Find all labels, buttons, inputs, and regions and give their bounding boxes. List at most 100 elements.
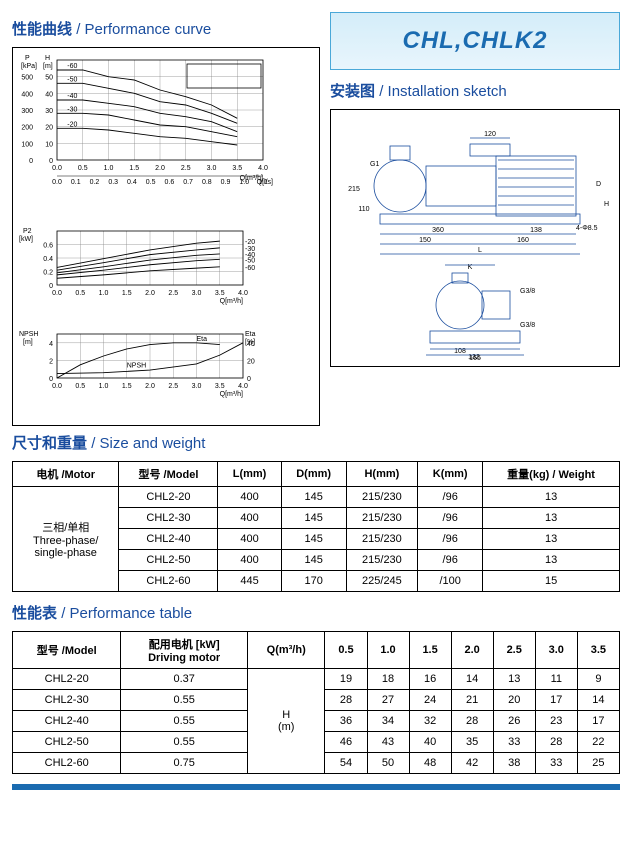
install-title-cn: 安装图 (330, 83, 375, 100)
svg-text:Eta: Eta (197, 336, 208, 343)
svg-text:0.7: 0.7 (183, 179, 193, 186)
svg-text:[kW]: [kW] (19, 236, 33, 243)
svg-text:-30: -30 (245, 246, 255, 253)
svg-text:Eta: Eta (245, 331, 256, 338)
svg-text:20: 20 (45, 125, 53, 132)
svg-text:3.0: 3.0 (207, 165, 217, 172)
svg-text:500: 500 (21, 75, 33, 82)
svg-text:50: 50 (45, 75, 53, 82)
svg-text:0.6: 0.6 (164, 179, 174, 186)
svg-text:0.1: 0.1 (71, 179, 81, 186)
size-weight-table: 电机 /Motor型号 /ModelL(mm)D(mm)H(mm)K(mm)重量… (12, 461, 620, 592)
svg-text:0.5: 0.5 (146, 179, 156, 186)
svg-text:3.0: 3.0 (192, 383, 202, 390)
table-row: CHL2-200.37H (m)1918161413119 (13, 669, 620, 690)
sketch-top-view: 120G1215110360138150160L4-Φ8.5DH (340, 116, 610, 255)
svg-text:100: 100 (21, 141, 33, 148)
svg-text:40: 40 (45, 91, 53, 98)
install-title: 安装图 / Installation sketch (330, 80, 620, 101)
svg-text:0.2: 0.2 (43, 270, 53, 277)
svg-text:4: 4 (49, 341, 53, 348)
svg-text:110: 110 (358, 206, 369, 213)
svg-text:0.4: 0.4 (127, 179, 137, 186)
svg-text:1.5: 1.5 (122, 383, 132, 390)
table-row: 三相/单相 Three-phase/ single-phaseCHL2-2040… (13, 487, 620, 508)
svg-text:NPSH: NPSH (127, 362, 146, 369)
power-chart: 00.20.40.60.00.51.01.52.02.53.03.54.0-60… (17, 225, 307, 325)
svg-text:0: 0 (49, 158, 53, 165)
svg-text:-60: -60 (67, 63, 77, 70)
size-th: D(mm) (281, 462, 346, 487)
svg-text:2.5: 2.5 (181, 165, 191, 172)
svg-text:0.6: 0.6 (43, 243, 53, 250)
svg-text:D: D (596, 181, 601, 188)
svg-text:3.5: 3.5 (215, 383, 225, 390)
svg-text:200: 200 (21, 125, 33, 132)
svg-text:120: 120 (484, 131, 496, 138)
svg-text:1.0: 1.0 (99, 383, 109, 390)
svg-text:2.0: 2.0 (145, 290, 155, 297)
svg-text:0: 0 (247, 376, 251, 383)
svg-text:4.0: 4.0 (238, 383, 248, 390)
svg-text:[kPa]: [kPa] (21, 63, 37, 70)
motor-group-cell: 三相/单相 Three-phase/ single-phase (13, 487, 119, 592)
perf-curve-title-cn: 性能曲线 (12, 21, 72, 38)
svg-text:3.5: 3.5 (232, 165, 242, 172)
svg-text:1.0: 1.0 (104, 165, 114, 172)
svg-text:P2: P2 (23, 228, 32, 235)
size-th: L(mm) (218, 462, 281, 487)
svg-text:30: 30 (45, 108, 53, 115)
svg-text:1.0: 1.0 (239, 179, 249, 186)
svg-text:20: 20 (247, 358, 255, 365)
performance-chart-box: 0102030405001002003004005000.00.51.01.52… (12, 47, 320, 426)
perf-table-title-cn: 性能表 (12, 605, 57, 622)
svg-text:165: 165 (469, 355, 481, 360)
svg-text:2.0: 2.0 (145, 383, 155, 390)
svg-text:4.0: 4.0 (258, 165, 268, 172)
svg-text:-30: -30 (67, 106, 77, 113)
svg-text:360: 360 (432, 227, 444, 234)
svg-text:G3/8: G3/8 (520, 322, 535, 329)
svg-text:0: 0 (49, 283, 53, 290)
svg-text:0.0: 0.0 (52, 383, 62, 390)
svg-text:[m]: [m] (23, 339, 33, 346)
head-chart: 0102030405001002003004005000.00.51.01.52… (17, 52, 307, 222)
svg-text:0.5: 0.5 (78, 165, 88, 172)
svg-text:Q[m³/h]: Q[m³/h] (220, 391, 243, 398)
svg-text:H: H (604, 201, 609, 208)
svg-text:0.0: 0.0 (52, 165, 62, 172)
svg-text:215: 215 (348, 186, 360, 193)
svg-text:-50: -50 (67, 76, 77, 83)
svg-text:P: P (25, 55, 30, 62)
svg-text:0: 0 (29, 158, 33, 165)
sketch-side-view: KG3/8G3/8108132165 (400, 261, 550, 360)
footer-bar (12, 784, 620, 790)
svg-text:-60: -60 (245, 265, 255, 272)
svg-text:1.0: 1.0 (99, 290, 109, 297)
svg-text:0.0: 0.0 (52, 290, 62, 297)
perf-table-title-en: Performance table (70, 605, 193, 622)
svg-text:0.5: 0.5 (75, 383, 85, 390)
size-title-cn: 尺寸和重量 (12, 435, 87, 452)
perf-curve-title-en: Performance curve (85, 21, 212, 38)
size-th: 型号 /Model (119, 462, 218, 487)
svg-text:3.5: 3.5 (215, 290, 225, 297)
svg-text:150: 150 (419, 237, 431, 244)
svg-text:Q[m³/h]: Q[m³/h] (220, 298, 243, 305)
svg-text:0.5: 0.5 (75, 290, 85, 297)
svg-text:-20: -20 (245, 239, 255, 246)
svg-text:138: 138 (530, 227, 542, 234)
perf-curve-title: 性能曲线 / Performance curve (12, 18, 320, 39)
svg-text:2.5: 2.5 (168, 383, 178, 390)
svg-text:0.0: 0.0 (52, 179, 62, 186)
svg-text:0.4: 0.4 (43, 256, 53, 263)
svg-text:0.3: 0.3 (108, 179, 118, 186)
npsh-eta-chart: 024020400.00.51.01.52.02.53.03.54.0NPSHE… (17, 328, 307, 418)
svg-text:1.5: 1.5 (122, 290, 132, 297)
svg-text:400: 400 (21, 91, 33, 98)
svg-text:300: 300 (21, 108, 33, 115)
svg-text:L: L (478, 247, 482, 254)
svg-text:2.0: 2.0 (155, 165, 165, 172)
perf-table-title: 性能表 / Performance table (12, 602, 620, 623)
svg-text:-20: -20 (67, 121, 77, 128)
